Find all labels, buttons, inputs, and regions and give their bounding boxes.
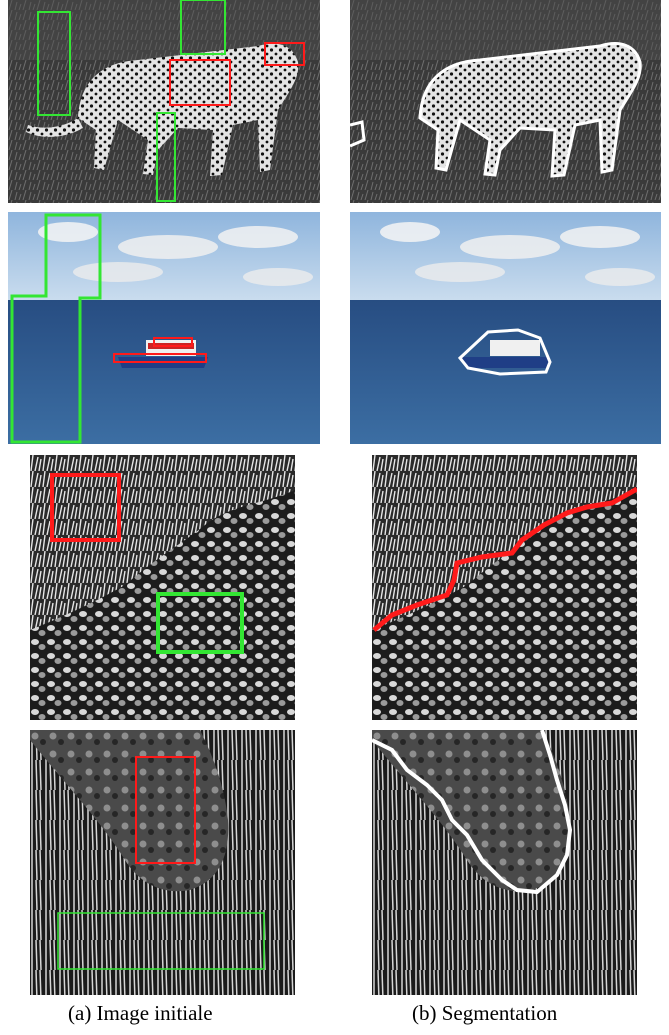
cheetah-body [78,43,299,177]
background-roi-box [37,11,71,116]
texture-mosaic-initial-image [30,455,295,720]
background-roi-box [156,112,176,202]
texture-mosaic-segmentation [372,455,637,720]
background-roi-box [10,213,102,444]
background-roi-box [180,0,226,55]
segmentation-contour [457,328,552,376]
background-roi-box [156,592,244,654]
boat-segmentation [350,212,661,444]
boat-initial-image [8,212,320,444]
caption-segmentation: (b) Segmentation [412,1001,558,1025]
foreground-roi-box [50,473,121,542]
foreground-roi-box [135,756,196,864]
foreground-roi-box [153,337,193,347]
caption-initial-image: (a) Image initiale [68,1001,213,1025]
segmentation-contour [418,42,642,178]
texture-insert-segmentation [372,730,637,995]
foreground-roi-box [264,42,305,66]
texture-insert-initial-image [30,730,295,995]
cheetah-tail [26,118,83,137]
foreground-roi-box [169,59,231,106]
background-roi-box [57,912,265,970]
cheetah-initial-image [8,0,320,203]
texture-boundary-line [372,486,637,632]
cheetah-segmentation [350,0,661,203]
foreground-roi-box [113,353,207,363]
segmentation-contour [350,120,366,148]
segmentation-contour [372,730,573,895]
